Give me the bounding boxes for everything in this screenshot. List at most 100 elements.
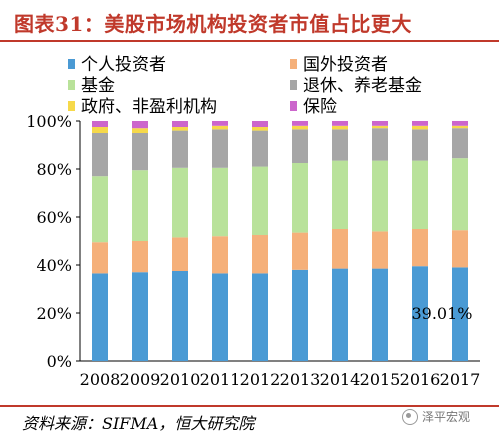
- x-tick-label: 2012: [240, 370, 281, 389]
- bar-segment: [172, 130, 188, 168]
- bar-segment: [332, 129, 348, 161]
- legend-swatch: [290, 58, 297, 69]
- y-tick-label: 40%: [36, 256, 72, 275]
- wechat-icon: [402, 408, 418, 425]
- bar-segment: [132, 133, 148, 171]
- bar-segment: [252, 273, 268, 361]
- bar-segment: [292, 163, 308, 233]
- legend-label: 政府、非盈利机构: [81, 97, 217, 117]
- legend-label: 保险: [303, 97, 337, 117]
- bar-segment: [92, 242, 108, 274]
- bar-segment: [332, 229, 348, 269]
- title-bar: 图表31：美股市场机构投资者市值占比更大: [0, 0, 499, 40]
- bar-segment: [372, 160, 388, 232]
- bar-segment: [252, 121, 268, 127]
- source-note: 资料来源：SIFMA，恒大研究院: [22, 414, 255, 433]
- legend-swatch: [68, 100, 75, 111]
- legend-swatch: [68, 79, 75, 90]
- legend-item: 基金: [68, 71, 115, 96]
- data-label: 39.01%: [411, 304, 472, 323]
- bar-segment: [252, 130, 268, 167]
- bar-segment: [412, 125, 428, 130]
- bar-segment: [412, 129, 428, 161]
- bar-segment: [92, 176, 108, 243]
- bar-segment: [212, 129, 228, 168]
- stacked-bar-chart: 0%20%40%60%80%100%2008 2009 2010 2011 2012 20…: [26, 112, 481, 389]
- x-tick-label: 2008: [80, 370, 121, 389]
- x-tick-label: 2010: [160, 370, 201, 389]
- bar-segment: [412, 229, 428, 267]
- legend-item: 政府、非盈利机构: [68, 92, 217, 117]
- bar-segment: [172, 121, 188, 127]
- bar-segment: [332, 121, 348, 126]
- bar-segment: [452, 230, 468, 268]
- x-tick-label: 2013: [280, 370, 321, 389]
- bar-segment: [252, 235, 268, 274]
- bar-segment: [372, 268, 388, 361]
- bar-segment: [372, 231, 388, 269]
- bar-segment: [332, 268, 348, 361]
- bar-segment: [92, 127, 108, 133]
- bar-segment: [412, 160, 428, 229]
- bar-segment: [132, 128, 148, 133]
- x-tick-label: 2011: [200, 370, 241, 389]
- legend-item: 保险: [290, 92, 337, 117]
- bar-segment: [92, 133, 108, 177]
- bar-segment: [292, 125, 308, 130]
- bar-segment: [92, 273, 108, 361]
- legend-item: 退休、养老基金: [290, 71, 422, 96]
- bar-segment: [452, 120, 468, 126]
- bar-segment: [452, 267, 468, 361]
- bar-segment: [212, 273, 228, 361]
- bar-segment: [132, 272, 148, 361]
- x-tick-label: 2016: [400, 370, 441, 389]
- x-tick-label: 2009: [120, 370, 161, 389]
- watermark: 泽平宏观: [402, 408, 470, 425]
- title-divider: [0, 40, 499, 42]
- bar-segment: [412, 121, 428, 126]
- bar-segment: [252, 166, 268, 235]
- bar-segment: [372, 128, 388, 161]
- legend-item: 个人投资者: [68, 50, 166, 75]
- legend-item: 国外投资者: [290, 50, 388, 75]
- bar-segment: [292, 121, 308, 126]
- bar-segment: [412, 266, 428, 361]
- bar-segment: [372, 125, 388, 129]
- legend-swatch: [290, 100, 297, 111]
- y-tick-label: 60%: [36, 208, 72, 227]
- bar-segment: [452, 125, 468, 129]
- bar-segment: [292, 129, 308, 163]
- bar-segment: [132, 241, 148, 273]
- bar-segment: [172, 237, 188, 271]
- bar-segment: [172, 127, 188, 131]
- bar-segment: [332, 160, 348, 229]
- x-tick-label: 2017: [440, 370, 481, 389]
- bar-segment: [132, 170, 148, 241]
- chart-title: 图表31：美股市场机构投资者市值占比更大: [14, 12, 412, 36]
- bar-segment: [92, 121, 108, 127]
- bar-segment: [172, 167, 188, 238]
- bar-segment: [212, 236, 228, 274]
- y-tick-label: 0%: [47, 352, 72, 371]
- bar-segment: [292, 269, 308, 361]
- bar-segment: [212, 125, 228, 130]
- legend-label: 个人投资者: [81, 55, 166, 75]
- legend-swatch: [290, 79, 297, 90]
- y-tick-label: 20%: [36, 304, 72, 323]
- y-tick-label: 100%: [26, 112, 72, 131]
- legend-label: 退休、养老基金: [303, 76, 422, 96]
- watermark-label: 泽平宏观: [422, 410, 471, 424]
- bar-segment: [452, 158, 468, 231]
- bar-segment: [292, 232, 308, 270]
- footer-divider: [0, 405, 499, 407]
- bar-segment: [212, 121, 228, 126]
- bar-segment: [452, 128, 468, 159]
- bar-segment: [372, 121, 388, 126]
- legend-label: 国外投资者: [303, 55, 388, 75]
- bar-segment: [132, 121, 148, 129]
- x-tick-label: 2015: [360, 370, 401, 389]
- bar-segment: [212, 167, 228, 237]
- y-tick-label: 80%: [36, 160, 72, 179]
- bar-segment: [252, 127, 268, 131]
- bar-segment: [172, 271, 188, 361]
